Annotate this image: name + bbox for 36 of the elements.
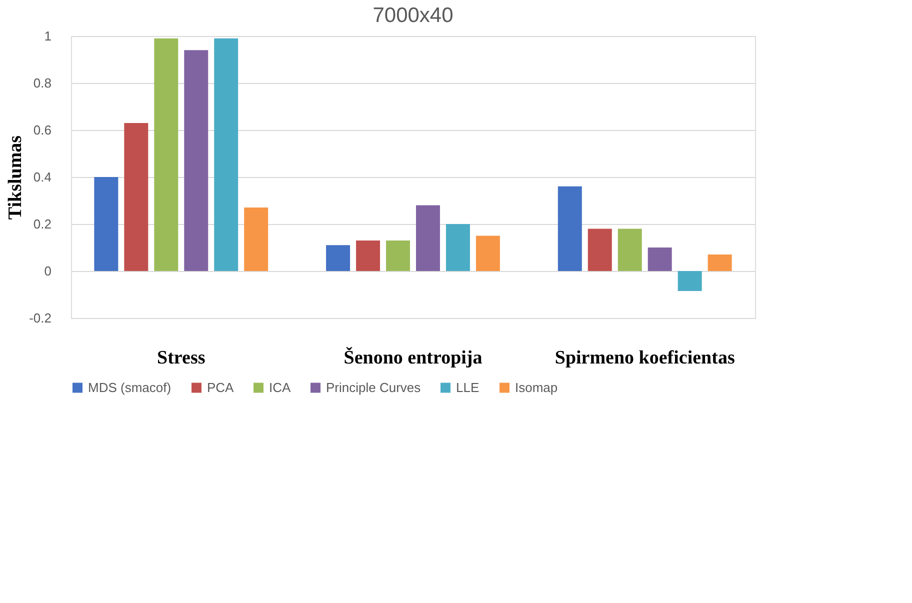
legend-label: Principle Curves: [326, 380, 422, 395]
bar: [154, 38, 178, 271]
chart-title: 7000x40: [372, 4, 454, 27]
x-tick-label: Stress: [157, 348, 206, 368]
bar: [416, 205, 440, 271]
y-tick-label: 0: [44, 264, 52, 278]
x-tick-label: Šenono entropija: [344, 346, 483, 368]
bar: [244, 208, 268, 271]
bar: [94, 177, 118, 271]
y-tick-label: 0.6: [33, 122, 52, 138]
legend-label: Isomap: [515, 380, 558, 395]
y-tick-label: 0.8: [33, 76, 52, 90]
legend-label: LLE: [456, 380, 480, 395]
bar: [386, 240, 410, 271]
bar: [648, 248, 672, 271]
bar: [708, 254, 732, 271]
bar: [618, 228, 642, 271]
bar: [356, 240, 380, 271]
bar: [184, 50, 208, 271]
bar: [446, 224, 470, 271]
bar: [588, 228, 612, 271]
y-axis-title: Tikslumas: [5, 135, 26, 220]
y-tick-label: 0.2: [33, 216, 52, 232]
y-tick-label: 1: [44, 28, 52, 44]
bar: [558, 186, 582, 271]
bar: [214, 38, 238, 271]
bar: [326, 245, 350, 271]
y-tick-label: -0.2: [29, 310, 52, 326]
bar: [476, 236, 500, 271]
y-tick-label: 0.4: [33, 170, 52, 184]
legend-label: MDS (smacof): [88, 380, 172, 395]
x-tick-label: Spirmeno koeficientas: [554, 348, 735, 368]
bar: [678, 271, 702, 291]
bar: [124, 122, 148, 271]
legend-label: PCA: [207, 380, 234, 395]
legend-label: ICA: [269, 380, 291, 395]
